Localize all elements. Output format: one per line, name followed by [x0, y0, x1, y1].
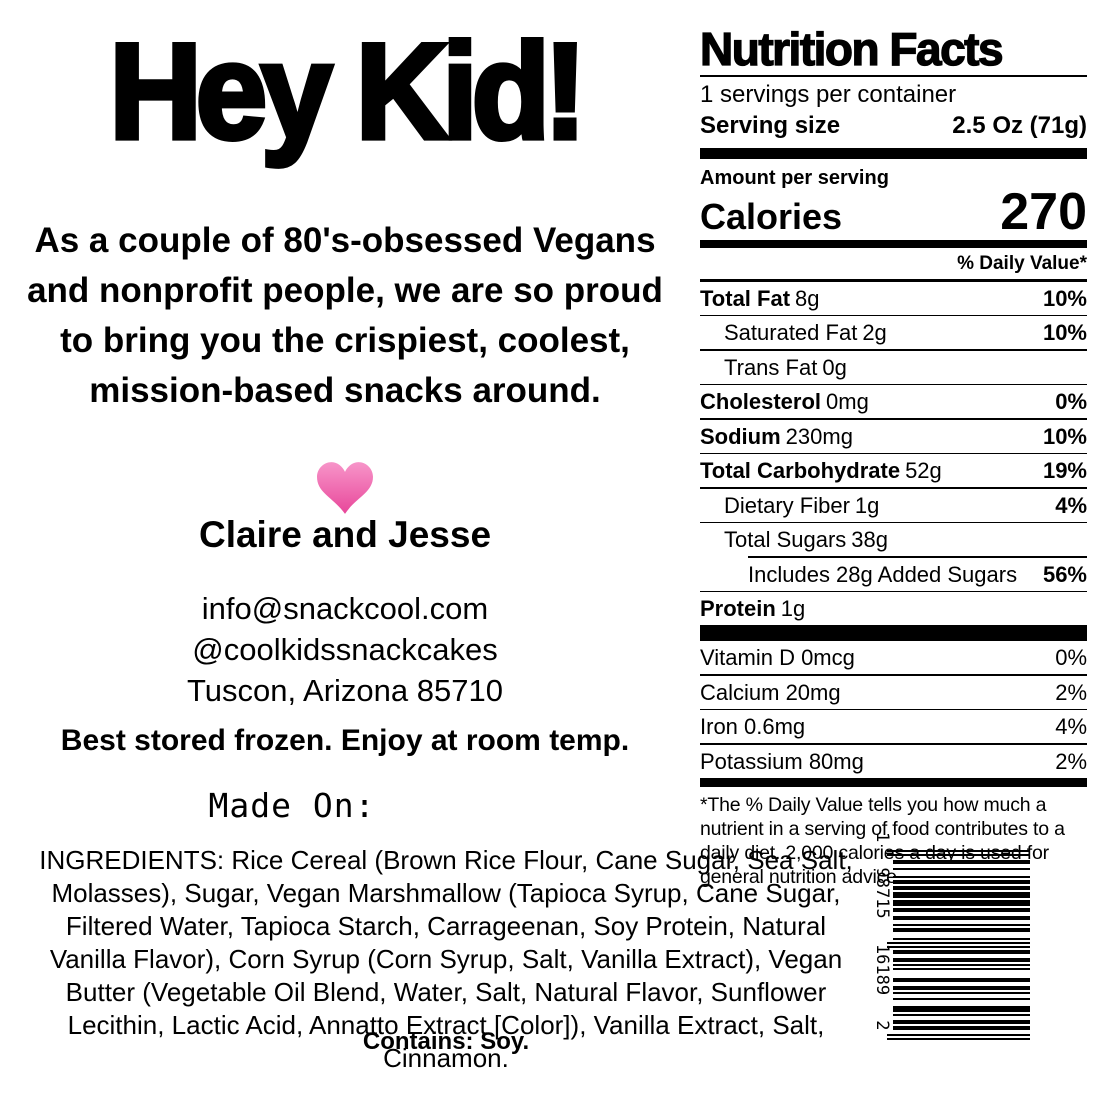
nutrient-row-trans-fat: Trans Fat 0g	[724, 354, 847, 380]
vitamin-row-iron: Iron 0.6mg 4%	[700, 714, 1087, 740]
heart-icon	[0, 462, 690, 519]
serving-size-value: 2.5 Oz (71g)	[952, 111, 1087, 139]
calories-label: Calories	[700, 195, 843, 237]
nutrient-row-total-sugars: Total Sugars 38g	[724, 527, 889, 553]
thick-divider	[700, 777, 1087, 787]
nutrient-row-protein: Protein 1g	[700, 596, 806, 622]
divider	[700, 590, 1087, 593]
nutrient-row-total-fat: Total Fat 8g 10%	[700, 285, 1087, 311]
contact-email: info@snackcool.com	[201, 591, 489, 626]
thick-divider	[700, 239, 1087, 248]
nutrient-row-cholesterol: Cholesterol 0mg 0%	[700, 389, 1087, 415]
vitamin-row-vitamin-d: Vitamin D 0mcg 0%	[700, 645, 1087, 671]
vitamin-row-calcium: Calcium 20mg 2%	[700, 679, 1087, 705]
nutrition-facts-panel: Nutrition Facts 1 servings per container…	[699, 23, 1087, 889]
amount-per-serving-label: Amount per serving	[700, 166, 889, 189]
nutrient-row-total-carbohydrate: Total Carbohydrate 52g 19%	[700, 458, 1087, 484]
vitamin-row-potassium: Potassium 80mg 2%	[700, 748, 1087, 774]
divider	[700, 349, 1087, 351]
nutrient-row-sodium: Sodium 230mg 10%	[700, 423, 1087, 449]
thick-divider	[700, 625, 1087, 642]
divider	[700, 521, 1087, 524]
divider	[748, 556, 1087, 558]
brand-intro-text: As a couple of 80's-obsessed Vegans and …	[27, 221, 663, 410]
divider	[700, 708, 1087, 711]
contact-social-handle: @coolkidssnackcakes	[192, 632, 498, 667]
storage-instructions: Best stored frozen. Enjoy at room temp.	[60, 724, 630, 757]
contact-location: Tuscon, Arizona 85710	[187, 673, 503, 708]
brand-title: Hey Kid!	[107, 13, 589, 170]
barcode-digits: 1 98715 16189 2	[872, 832, 892, 1031]
ingredients-text: INGREDIENTS: Rice Cereal (Brown Rice Flo…	[39, 845, 853, 1073]
contact-block: info@snackcool.com @coolkidssnackcakes T…	[0, 588, 690, 711]
divider	[700, 487, 1087, 489]
divider	[700, 314, 1087, 317]
thick-divider	[700, 147, 1087, 159]
made-on-label: Made On:	[208, 786, 376, 825]
signature-text: Claire and Jesse	[198, 514, 492, 555]
divider	[700, 743, 1087, 745]
barcode	[887, 850, 1030, 1040]
divider	[700, 383, 1087, 386]
serving-size-label: Serving size	[700, 111, 841, 139]
nutrient-row-dietary-fiber: Dietary Fiber 1g 4%	[724, 492, 1087, 518]
divider	[700, 674, 1087, 676]
divider	[700, 74, 1087, 77]
nutrient-row-saturated-fat: Saturated Fat 2g 10%	[724, 320, 1087, 346]
nutrient-row-added-sugars: Includes 28g Added Sugars 56%	[748, 561, 1087, 587]
divider	[700, 278, 1087, 282]
servings-per-container: 1 servings per container	[700, 80, 957, 108]
calories-value: 270	[1000, 182, 1087, 241]
divider	[700, 418, 1087, 420]
allergen-statement: Contains: Soy.	[362, 1028, 530, 1055]
divider	[700, 452, 1087, 455]
serving-size-row: Serving size 2.5 Oz (71g)	[700, 112, 1087, 140]
daily-value-header: % Daily Value*	[957, 252, 1087, 274]
nutrition-title: Nutrition Facts	[699, 23, 1004, 75]
calories-row: Calories 270	[700, 182, 1087, 241]
daily-value-footnote: *The % Daily Value tells you how much a …	[700, 793, 1065, 888]
